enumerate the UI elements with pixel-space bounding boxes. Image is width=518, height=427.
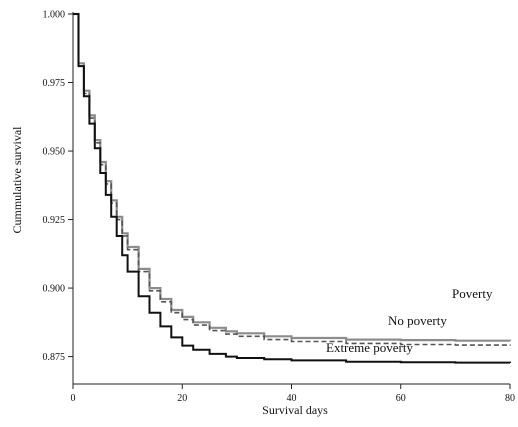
series-label-extreme-poverty: Extreme poverty [326, 340, 413, 355]
series-line-poverty [73, 12, 512, 342]
series-label-poverty: Poverty [452, 286, 493, 301]
series-lines [73, 12, 512, 364]
x-tick-label: 20 [177, 393, 187, 404]
x-tick-label: 40 [287, 393, 297, 404]
series-labels: Poverty No poverty Extreme poverty [326, 286, 493, 355]
series-line-no-poverty [73, 13, 511, 346]
y-tick-label: 0.950 [43, 147, 66, 158]
x-tick-label: 80 [505, 393, 515, 404]
x-tick-label: 60 [396, 393, 406, 404]
chart-axes: 0.875 0.900 0.925 0.950 0.975 1.000 0 20 40 60 80 [43, 10, 516, 405]
y-tick-label: 1.000 [43, 10, 66, 21]
x-axis-title: Survival days [262, 403, 328, 417]
series-line-extreme-poverty [73, 13, 511, 364]
y-tick-label: 0.875 [43, 352, 66, 363]
series-label-no-poverty: No poverty [388, 313, 447, 328]
y-axis-title: Cummulative survival [10, 126, 24, 234]
y-tick-label: 0.900 [43, 284, 66, 295]
y-tick-label: 0.975 [43, 78, 66, 89]
x-tick-label: 0 [71, 393, 76, 404]
y-tick-label: 0.925 [43, 215, 66, 226]
